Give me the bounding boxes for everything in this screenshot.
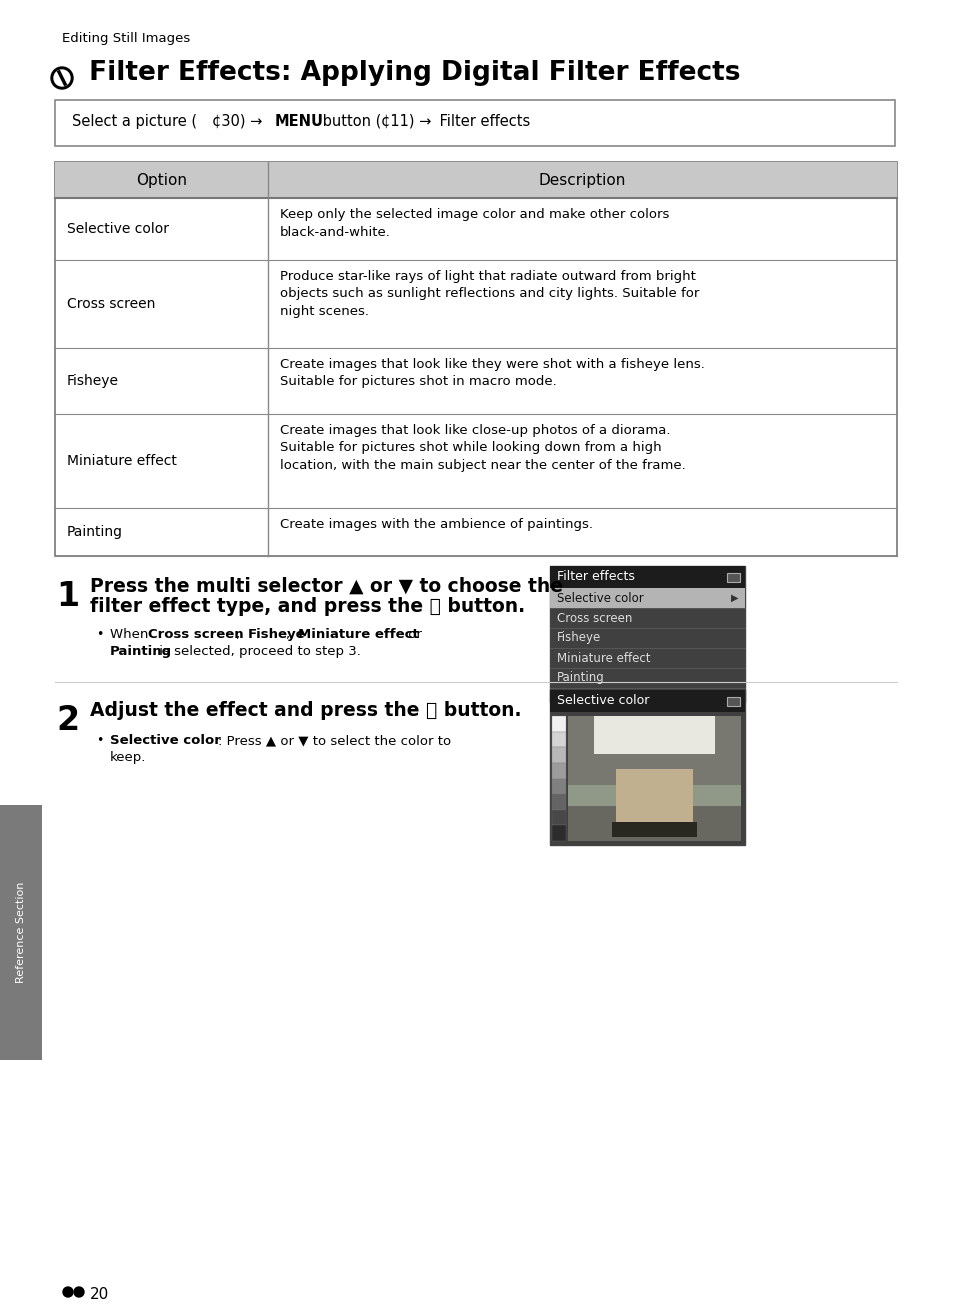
Bar [726, 573, 740, 582]
Text: Fisheye: Fisheye [557, 632, 600, 644]
Circle shape [74, 1286, 84, 1297]
Text: Editing Still Images: Editing Still Images [62, 32, 190, 45]
Bar [552, 794, 565, 809]
Bar [616, 769, 692, 837]
Bar [594, 716, 715, 753]
Text: : Press ▲ or ▼ to select the color to: : Press ▲ or ▼ to select the color to [218, 735, 451, 746]
Bar [567, 784, 740, 841]
Bar [55, 162, 896, 556]
Text: objects such as sunlight reflections and city lights. Suitable for: objects such as sunlight reflections and… [280, 288, 699, 301]
Text: Create images that look like close-up photos of a diorama.: Create images that look like close-up ph… [280, 424, 670, 438]
Circle shape [51, 67, 73, 89]
Text: Cross screen: Cross screen [557, 611, 632, 624]
Text: ,: , [235, 628, 244, 641]
Text: Select a picture (: Select a picture ( [71, 114, 197, 129]
Text: ¢11) →: ¢11) → [380, 114, 436, 129]
Text: Fisheye: Fisheye [67, 374, 119, 388]
Bar [550, 566, 744, 587]
Bar [567, 716, 740, 841]
Text: MENU: MENU [274, 114, 324, 129]
Text: Reference Section: Reference Section [16, 882, 26, 983]
Text: Fisheye: Fisheye [248, 628, 305, 641]
Bar [55, 162, 896, 198]
Text: Option: Option [136, 172, 187, 188]
Text: is selected, proceed to step 3.: is selected, proceed to step 3. [154, 645, 360, 658]
Text: Cross screen: Cross screen [148, 628, 243, 641]
Text: •: • [96, 628, 103, 641]
Bar [567, 805, 740, 841]
Bar [550, 566, 744, 702]
Text: Painting: Painting [67, 526, 123, 539]
Text: Adjust the effect and press the ⒪ button.: Adjust the effect and press the ⒪ button… [90, 700, 521, 720]
Text: Filter Effects: Applying Digital Filter Effects: Filter Effects: Applying Digital Filter … [80, 60, 740, 85]
Text: 20: 20 [90, 1286, 110, 1302]
Text: Produce star-like rays of light that radiate outward from bright: Produce star-like rays of light that rad… [280, 269, 695, 283]
Text: 2: 2 [56, 704, 79, 737]
Bar [552, 716, 565, 732]
Text: Painting: Painting [557, 671, 604, 685]
Text: Create images that look like they were shot with a fisheye lens.: Create images that look like they were s… [280, 357, 704, 371]
Text: keep.: keep. [110, 752, 146, 763]
Circle shape [63, 1286, 73, 1297]
Bar [552, 748, 565, 763]
Text: Description: Description [538, 172, 625, 188]
Bar [55, 100, 894, 146]
Text: Filter effects: Filter effects [435, 114, 530, 129]
Text: Create images with the ambience of paintings.: Create images with the ambience of paint… [280, 518, 593, 531]
Text: black-and-white.: black-and-white. [280, 226, 391, 239]
Text: Selective color: Selective color [67, 222, 169, 237]
Bar [0, 805, 42, 1060]
Text: Press the multi selector ▲ or ▼ to choose the: Press the multi selector ▲ or ▼ to choos… [90, 577, 562, 597]
Text: Miniature effect: Miniature effect [297, 628, 418, 641]
Text: Miniature effect: Miniature effect [67, 455, 176, 468]
Text: Suitable for pictures shot in macro mode.: Suitable for pictures shot in macro mode… [280, 376, 557, 389]
Circle shape [54, 70, 70, 85]
Text: ,: , [286, 628, 294, 641]
Text: location, with the main subject near the center of the frame.: location, with the main subject near the… [280, 459, 685, 472]
Text: Suitable for pictures shot while looking down from a high: Suitable for pictures shot while looking… [280, 442, 661, 455]
Text: Filter effects: Filter effects [557, 570, 634, 583]
Bar [552, 809, 565, 825]
Text: Cross screen: Cross screen [67, 297, 155, 311]
Bar [612, 823, 696, 837]
Bar [552, 732, 565, 748]
Text: Keep only the selected image color and make other colors: Keep only the selected image color and m… [280, 208, 669, 221]
Text: Miniature effect: Miniature effect [557, 652, 650, 665]
Text: filter effect type, and press the ⒪ button.: filter effect type, and press the ⒪ butt… [90, 597, 524, 616]
Text: ▶: ▶ [731, 593, 738, 603]
Bar [552, 778, 565, 794]
Text: ¢30) →: ¢30) → [212, 114, 267, 129]
Text: Painting: Painting [110, 645, 172, 658]
Bar [552, 763, 565, 778]
Bar [550, 587, 744, 608]
Text: or: or [403, 628, 421, 641]
Text: button (: button ( [317, 114, 381, 129]
Bar [550, 690, 744, 845]
Text: 1: 1 [56, 579, 79, 614]
Bar [726, 696, 740, 706]
Bar [552, 825, 565, 841]
Text: When: When [110, 628, 152, 641]
Bar [550, 690, 744, 712]
Text: Selective color: Selective color [557, 591, 643, 604]
Text: •: • [96, 735, 103, 746]
Text: night scenes.: night scenes. [280, 305, 369, 318]
Text: Selective color: Selective color [557, 695, 649, 707]
Text: Selective color: Selective color [110, 735, 221, 746]
